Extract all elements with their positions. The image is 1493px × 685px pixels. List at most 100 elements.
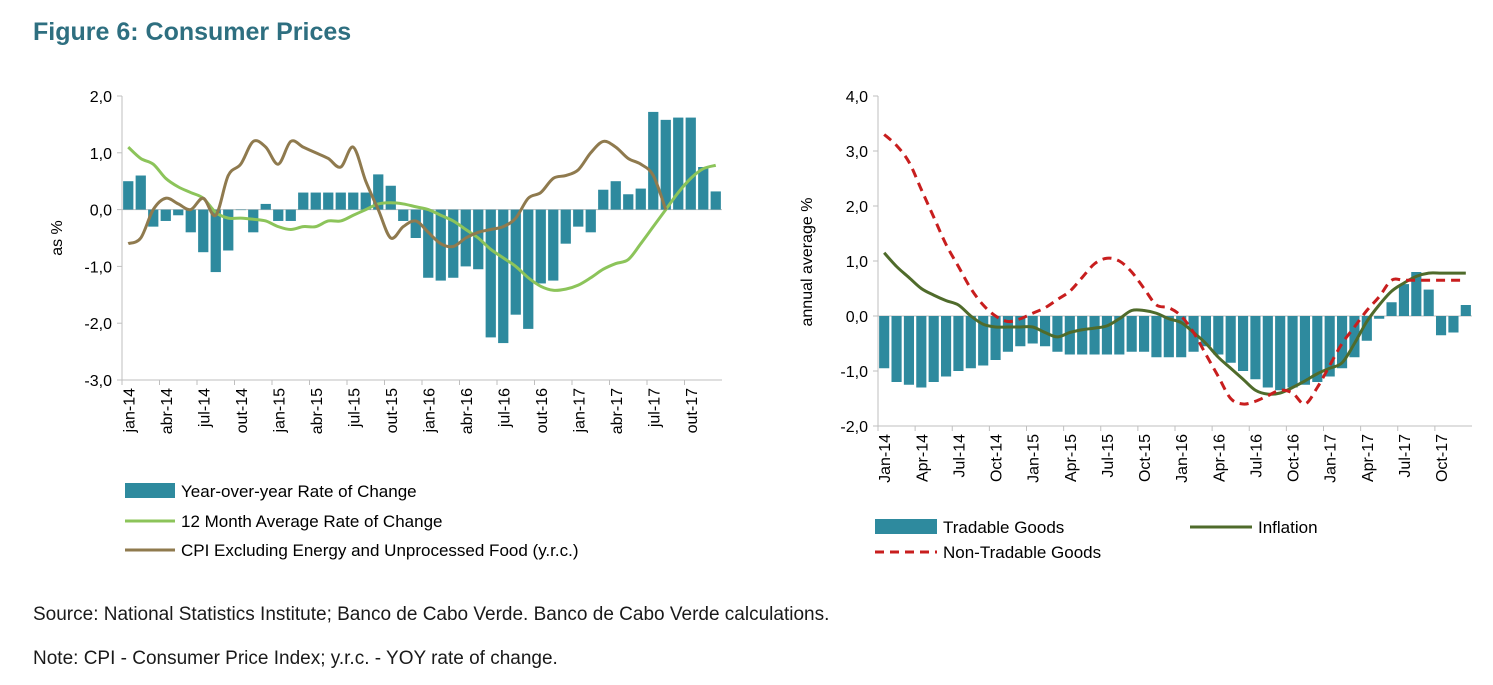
bar: [1336, 316, 1348, 369]
bar: [1089, 316, 1100, 355]
bar: [1101, 316, 1113, 355]
bar: [323, 192, 334, 210]
bar: [1411, 272, 1422, 316]
left-plot-area: 2,0 1,0 0,0 -1,0 -2,0 -3,0 jan-14 abr-14 jul-14 o…: [84, 89, 722, 560]
bar: [1312, 316, 1323, 382]
x-tick-label: jan-15: [271, 388, 288, 434]
bar: [198, 209, 209, 253]
bar: [610, 181, 621, 210]
bar: [1077, 316, 1088, 355]
bar: [1287, 316, 1298, 388]
bar: [635, 188, 646, 210]
x-tick-label: Jul-15: [1100, 434, 1117, 478]
x-tick-label: Jan-14: [877, 434, 894, 483]
bar: [1114, 316, 1125, 355]
bar: [1213, 316, 1224, 355]
chart-right: 4,0 3,0 2,0 1,0 0,0 -1,0 -2,0 Jan-14 Apr-14 Jul-1…: [799, 89, 1472, 562]
bar: [273, 209, 284, 221]
x-tick-label: abr-17: [609, 388, 626, 434]
bar: [916, 316, 927, 388]
bar: [160, 209, 171, 221]
bar: [348, 192, 359, 210]
left-ylabel: as %: [49, 220, 66, 256]
bar: [585, 209, 596, 233]
bar: [548, 209, 559, 281]
bar: [685, 117, 696, 210]
x-tick-label: Oct-14: [989, 434, 1006, 482]
x-tick-label: Jul-14: [951, 434, 968, 478]
bar: [990, 316, 1001, 360]
bar: [1299, 316, 1311, 385]
x-tick-label: Jan-16: [1174, 434, 1191, 483]
x-tick-label: Apr-17: [1360, 434, 1377, 482]
legend-label: 12 Month Average Rate of Change: [181, 512, 442, 531]
bar: [660, 119, 671, 210]
y-tick-label: 2,0: [846, 199, 868, 216]
bar: [648, 111, 659, 210]
bar: [448, 209, 459, 278]
x-tick-label: jul-15: [346, 388, 363, 428]
y-tick-label: 3,0: [846, 144, 868, 161]
bar: [928, 316, 939, 382]
bar: [1262, 316, 1273, 388]
bar: [673, 117, 684, 210]
legend-label: Non-Tradable Goods: [943, 543, 1101, 562]
legend-swatch: [125, 483, 175, 498]
bar: [1176, 316, 1187, 358]
series-line: [883, 133, 1466, 406]
bar: [223, 209, 234, 251]
bar: [1435, 316, 1447, 336]
bar: [485, 209, 496, 338]
y-tick-label: 4,0: [846, 89, 868, 106]
right-plot-area: 4,0 3,0 2,0 1,0 0,0 -1,0 -2,0 Jan-14 Apr-14 Jul-1…: [840, 89, 1472, 562]
bar: [903, 316, 915, 385]
bar: [1052, 316, 1063, 352]
bar: [891, 316, 902, 382]
y-tick-label: -2,0: [840, 419, 868, 436]
x-tick-label: jul-17: [646, 388, 663, 428]
bar: [1027, 316, 1038, 344]
x-tick-label: out-14: [234, 388, 251, 433]
x-tick-label: Jan-15: [1026, 434, 1043, 483]
bar: [1361, 316, 1372, 341]
bar: [423, 209, 434, 278]
bar: [1374, 316, 1385, 319]
y-tick-label: 0,0: [90, 203, 112, 220]
bar: [623, 194, 634, 210]
bar: [710, 191, 721, 210]
x-tick-label: jan-14: [121, 388, 138, 434]
x-tick-label: out-15: [384, 388, 401, 433]
right-ylabel: annual average %: [799, 198, 816, 327]
y-tick-label: -1,0: [84, 259, 112, 276]
x-tick-label: Oct-17: [1434, 434, 1451, 482]
bar: [210, 209, 221, 273]
bar: [1460, 305, 1471, 316]
bar: [1250, 316, 1261, 380]
bar: [1386, 302, 1397, 316]
bar: [1126, 316, 1137, 352]
x-tick-label: out-16: [534, 388, 551, 433]
y-tick-label: 2,0: [90, 89, 112, 106]
x-tick-label: out-17: [684, 388, 701, 433]
x-tick-label: abr-14: [159, 388, 176, 434]
y-tick-label: 1,0: [90, 146, 112, 163]
bar: [940, 316, 952, 377]
bar: [1237, 316, 1249, 371]
bar: [1002, 316, 1014, 352]
x-tick-label: Apr-15: [1063, 434, 1080, 482]
legend-label: Inflation: [1258, 518, 1318, 537]
x-tick-label: abr-16: [459, 388, 476, 434]
bar: [398, 209, 409, 221]
bar: [1423, 289, 1434, 316]
x-tick-label: jan-17: [571, 388, 588, 434]
bar: [1324, 316, 1335, 377]
x-tick-label: jan-16: [421, 388, 438, 434]
x-tick-label: Apr-14: [914, 434, 931, 482]
bar: [1200, 316, 1212, 347]
x-tick-label: Oct-15: [1137, 434, 1154, 482]
bar: [523, 209, 534, 329]
bar: [978, 316, 989, 366]
legend-label: CPI Excluding Energy and Unprocessed Foo…: [181, 541, 578, 560]
bar: [1275, 316, 1286, 391]
bar: [535, 209, 546, 284]
